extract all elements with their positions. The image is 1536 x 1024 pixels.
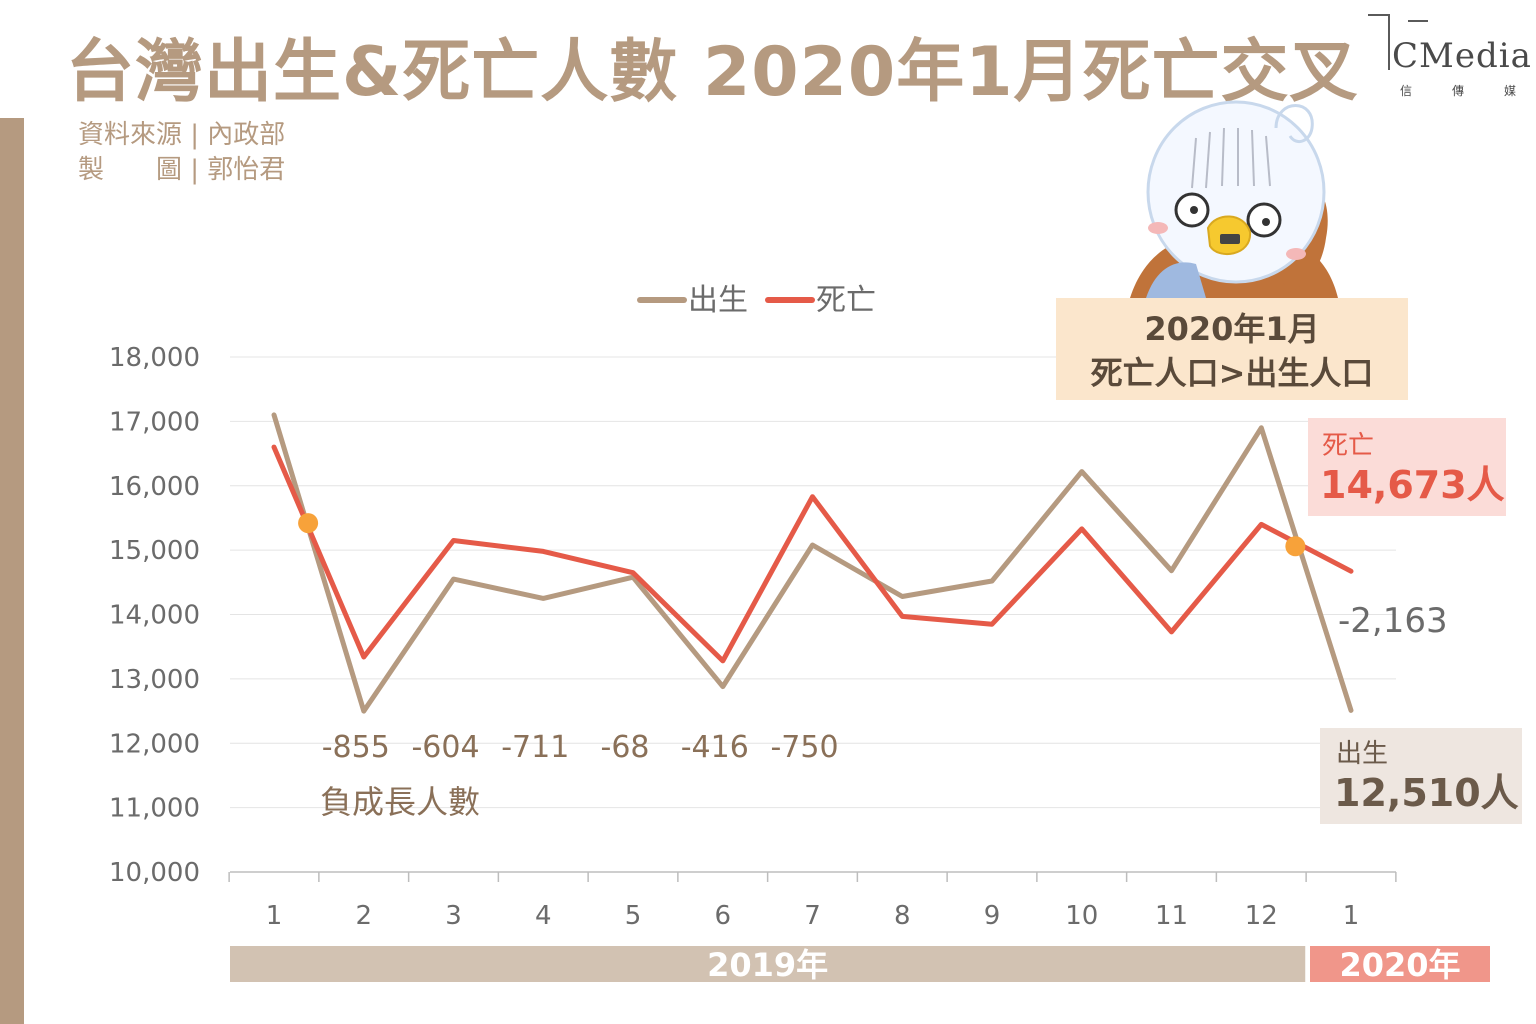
year-band [1310, 946, 1490, 982]
x-tick-label: 3 [445, 901, 462, 931]
legend-label-births: 出生 [688, 283, 748, 318]
death-label-box [1308, 418, 1506, 516]
series-line-deaths [271, 444, 1354, 664]
x-tick-label: 12 [1245, 901, 1278, 931]
negative-growth-value: -855 [322, 730, 390, 765]
y-tick-label: 17,000 [109, 407, 200, 437]
left-accent-bar [0, 118, 24, 1024]
x-tick-label: 7 [804, 901, 821, 931]
crossing-marker [1285, 536, 1306, 557]
year-band [230, 946, 1306, 982]
y-tick-label: 12,000 [109, 729, 200, 759]
annotations: -855 -604 -711 -68 -416 -750 負成長人數 -2,163 2020年1… [320, 298, 1522, 824]
x-tick-label: 2 [355, 901, 372, 931]
bird-mascot-illustration [1130, 100, 1338, 298]
latest-gap-value: -2,163 [1338, 601, 1448, 641]
x-tick-label: 11 [1155, 901, 1188, 931]
y-tick-label: 13,000 [109, 665, 200, 695]
series-line-births [271, 412, 1354, 714]
logo-rule-top [1368, 14, 1390, 16]
negative-growth-value: -416 [681, 730, 749, 765]
y-tick-label: 14,000 [109, 601, 200, 631]
negative-growth-value: -711 [501, 730, 569, 765]
series [271, 412, 1354, 714]
y-tick-label: 16,000 [109, 472, 200, 502]
page-title: 台灣出生&死亡人數 2020年1月死亡交叉 [66, 33, 1359, 112]
y-tick-label: 15,000 [109, 536, 200, 566]
negative-growth-label: 負成長人數 [320, 783, 480, 821]
x-axis: 1 2 3 4 5 6 7 8 9 10 11 12 1 [228, 872, 1397, 931]
y-axis: 10,000 11,000 12,000 13,000 14,000 15,000 16,0… [109, 343, 200, 888]
year-band-label: 2019年 [707, 946, 828, 984]
death-label-value: 14,673人 [1320, 463, 1505, 507]
source-line: 資料來源 | 內政部 [78, 120, 286, 150]
negative-growth-value: -604 [411, 730, 479, 765]
callout-line1: 2020年1月 [1144, 310, 1319, 348]
logo-rule-small [1408, 20, 1428, 22]
callout-box [1056, 298, 1408, 400]
birth-label-box [1320, 728, 1522, 824]
negative-growth-value: -68 [601, 730, 650, 765]
cmedia-logo: CMedia 信傳媒 [1368, 14, 1531, 100]
year-bands: 2019年 2020年 [230, 946, 1490, 984]
y-tick-label: 18,000 [109, 343, 200, 373]
crossing-marker [298, 513, 319, 534]
y-tick-label: 10,000 [109, 858, 200, 888]
source-block: 資料來源 | 內政部 製 圖 | 郭怡君 [78, 118, 285, 188]
crossing-markers [298, 513, 1306, 557]
x-tick-label: 8 [894, 901, 911, 931]
x-tick-label: 4 [535, 901, 552, 931]
author-line: 製 圖 | 郭怡君 [78, 155, 286, 185]
birth-label-value: 12,510人 [1334, 771, 1519, 815]
logo-brand: CMedia [1392, 36, 1532, 76]
year-band-label: 2020年 [1339, 946, 1460, 984]
logo-subtitle: 信傳媒 [1400, 84, 1516, 98]
birth-label-name: 出生 [1336, 739, 1388, 769]
grid [230, 356, 1396, 873]
x-tick-label: 1 [1343, 901, 1360, 931]
x-tick-label: 5 [625, 901, 642, 931]
x-tick-label: 10 [1065, 901, 1098, 931]
y-tick-label: 11,000 [109, 794, 200, 824]
x-tick-label: 9 [984, 901, 1001, 931]
callout-line2: 死亡人口>出生人口 [1091, 354, 1374, 392]
death-label-name: 死亡 [1322, 431, 1374, 461]
negative-growth-value: -750 [770, 730, 838, 765]
x-tick-label: 1 [266, 901, 283, 931]
legend: 出生 死亡 [637, 283, 876, 318]
legend-label-deaths: 死亡 [816, 283, 876, 318]
x-tick-label: 6 [714, 901, 731, 931]
logo-rule-vertical [1388, 14, 1390, 70]
